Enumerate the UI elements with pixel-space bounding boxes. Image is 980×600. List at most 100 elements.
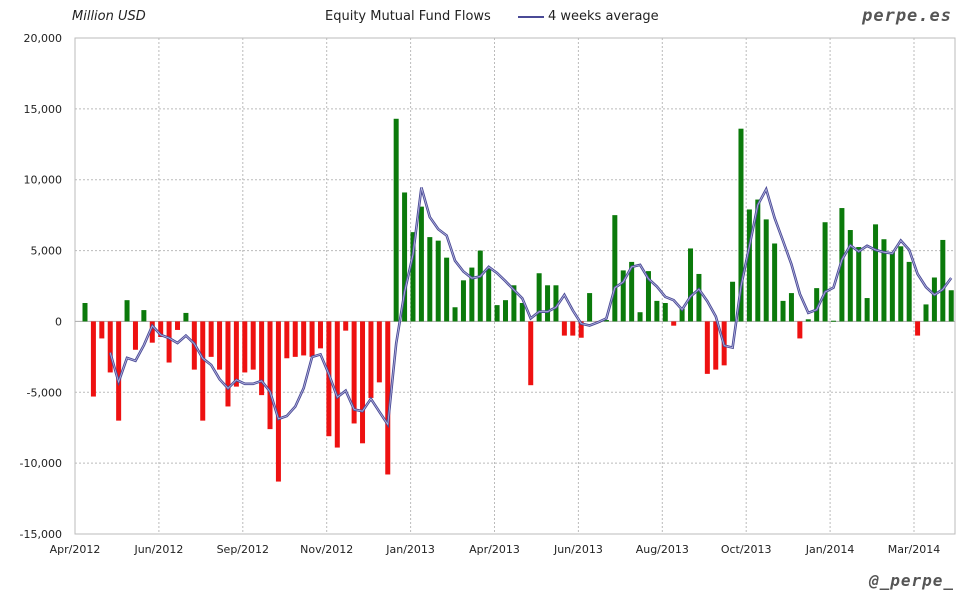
bar	[553, 285, 559, 322]
bar	[385, 321, 391, 475]
bar	[393, 118, 399, 322]
bar	[923, 304, 929, 322]
chart-title: Equity Mutual Fund Flows	[325, 9, 491, 24]
bar	[402, 192, 408, 322]
bar	[183, 312, 189, 322]
bar	[124, 300, 130, 322]
y-tick-label: -10,000	[20, 457, 62, 470]
bar	[620, 270, 626, 322]
bar	[839, 208, 845, 322]
bar	[141, 310, 147, 322]
bar	[107, 321, 113, 373]
bar	[671, 321, 677, 326]
bar	[822, 222, 828, 322]
bar	[570, 321, 576, 336]
bar	[864, 298, 870, 322]
bar	[444, 257, 450, 322]
bar	[343, 321, 349, 331]
x-tick-label: Apr/2012	[50, 543, 101, 556]
bar	[645, 271, 651, 322]
bar	[654, 300, 660, 322]
bar	[116, 321, 122, 421]
bar	[578, 321, 584, 338]
bar	[368, 321, 374, 398]
bar	[612, 215, 618, 322]
bar	[200, 321, 206, 421]
x-tick-label: Jun/2013	[553, 543, 603, 556]
bar	[940, 239, 946, 322]
bar	[704, 321, 710, 374]
y-tick-label: 0	[55, 315, 62, 328]
bar	[637, 312, 643, 322]
y-tick-label: 5,000	[31, 245, 63, 258]
bar	[873, 224, 879, 322]
bar	[225, 321, 231, 407]
x-tick-label: Nov/2012	[300, 543, 353, 556]
legend-line-swatch	[518, 15, 544, 18]
bar	[545, 285, 551, 322]
x-tick-label: Sep/2012	[217, 543, 269, 556]
x-tick-label: Aug/2013	[636, 543, 689, 556]
bar	[90, 321, 96, 397]
bar	[334, 321, 340, 448]
bar	[931, 277, 937, 322]
bar	[82, 303, 88, 322]
bar	[830, 320, 836, 322]
bar	[217, 321, 223, 370]
average-line-highlight	[109, 187, 952, 426]
bar	[309, 321, 315, 357]
bar	[158, 321, 164, 338]
bar	[603, 320, 609, 322]
bar	[519, 303, 525, 322]
x-tick-label: Jan/2013	[385, 543, 435, 556]
bar	[511, 285, 517, 322]
bar	[898, 246, 904, 322]
bar	[536, 273, 542, 322]
bar	[856, 247, 862, 322]
bar	[360, 321, 366, 444]
brand-watermark: perpe.es	[862, 6, 952, 26]
bar	[494, 305, 500, 322]
bar	[376, 321, 382, 383]
bar	[175, 321, 181, 330]
legend-label: 4 weeks average	[548, 9, 659, 24]
bar	[301, 321, 307, 356]
bar	[460, 280, 466, 322]
bar	[267, 321, 273, 430]
bar	[149, 321, 155, 343]
bar	[250, 321, 256, 370]
bar	[435, 240, 441, 322]
x-tick-label: Apr/2013	[469, 543, 520, 556]
bar	[469, 267, 475, 322]
handle-watermark: @_perpe_	[868, 571, 954, 590]
bar	[587, 293, 593, 322]
bar	[814, 288, 820, 322]
y-tick-label: 15,000	[24, 103, 63, 116]
bar	[503, 300, 508, 322]
bar	[915, 321, 921, 336]
bar	[317, 321, 323, 349]
bar	[259, 321, 265, 396]
bar	[738, 128, 744, 322]
bar	[233, 321, 239, 387]
bar	[418, 206, 424, 322]
bar	[410, 232, 416, 322]
y-unit-label: Million USD	[72, 9, 146, 24]
bar	[477, 250, 483, 322]
y-tick-label: 10,000	[24, 174, 63, 187]
bar	[881, 239, 887, 322]
bar	[662, 303, 668, 322]
bar	[755, 199, 761, 322]
bar	[948, 290, 954, 322]
bar	[275, 321, 281, 482]
bar	[166, 321, 172, 363]
legend: 4 weeks average	[518, 9, 659, 24]
bar	[351, 321, 357, 424]
bar	[486, 268, 492, 322]
x-tick-label: Jun/2012	[133, 543, 183, 556]
bar	[847, 230, 853, 322]
x-tick-label: Oct/2013	[721, 543, 772, 556]
bar	[805, 319, 811, 322]
y-tick-label: 20,000	[24, 32, 63, 45]
